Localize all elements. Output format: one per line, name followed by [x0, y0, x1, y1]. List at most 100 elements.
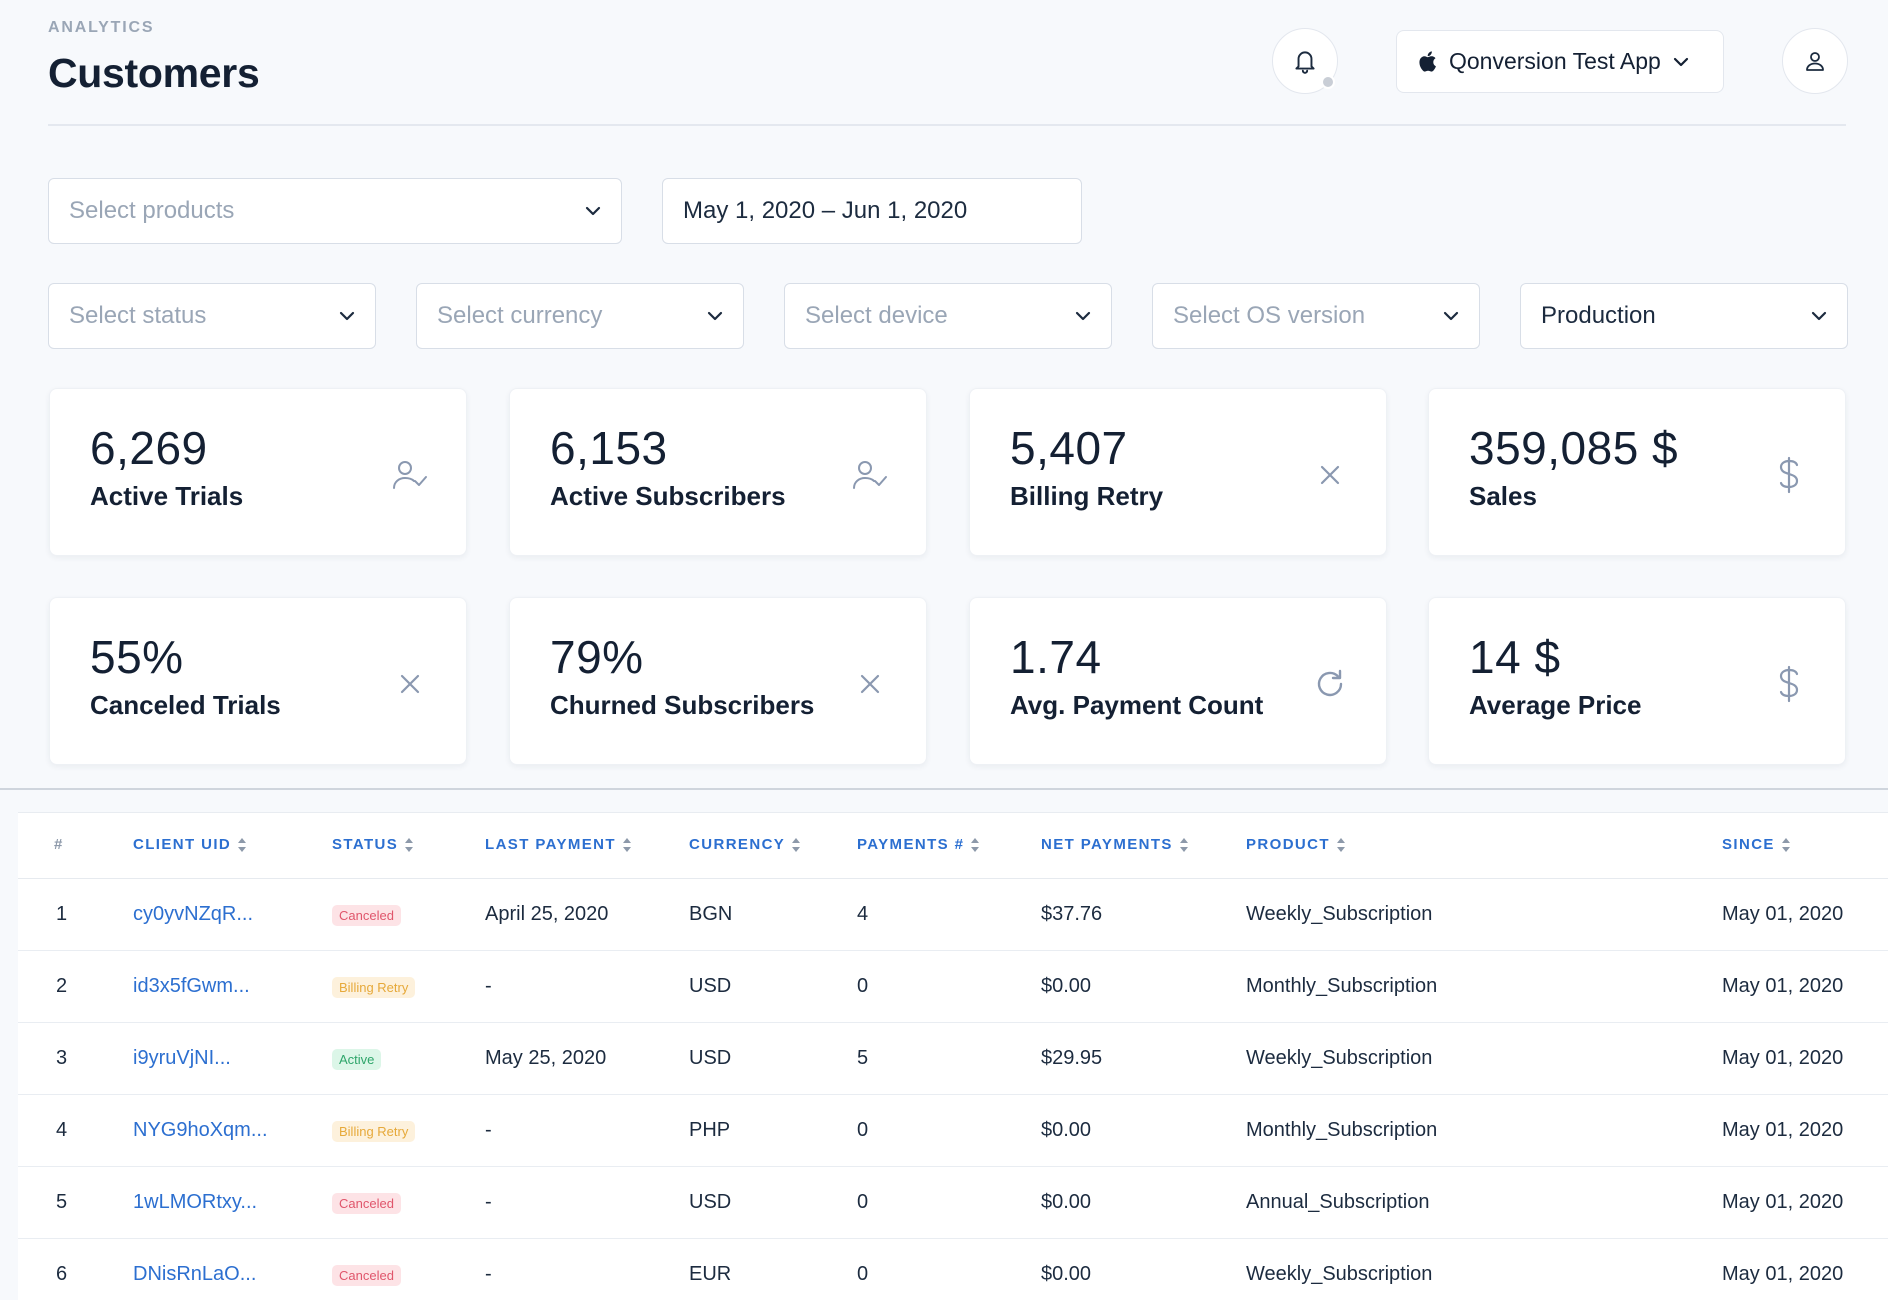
stat-caption: Active Subscribers [550, 481, 786, 511]
date-range-value: May 1, 2020 – Jun 1, 2020 [683, 197, 968, 224]
cell-payments: 4 [857, 903, 869, 925]
status-badge: Canceled [332, 905, 401, 926]
app-selector[interactable]: Qonversion Test App [1396, 30, 1724, 93]
sort-icon [404, 837, 414, 853]
column-net-payments[interactable]: NET PAYMENTS [1041, 836, 1189, 853]
cell-product: Monthly_Subscription [1246, 975, 1438, 997]
cell-client-uid[interactable]: DNisRnLaO... [133, 1263, 257, 1285]
stat-card-churned-subscribers: 79% Churned Subscribers [509, 597, 927, 765]
stat-caption: Active Trials [90, 481, 244, 511]
column-since[interactable]: SINCE [1722, 836, 1791, 853]
cell-number: 4 [56, 1119, 68, 1141]
notification-dot [1321, 75, 1335, 89]
column-client-uid[interactable]: CLIENT UID [133, 836, 247, 853]
table-row[interactable]: 4 NYG9hoXqm... Billing Retry - PHP 0 $0.… [18, 1095, 1888, 1167]
cell-since: May 01, 2020 [1722, 1191, 1844, 1213]
cell-net-payments: $0.00 [1041, 975, 1092, 997]
stat-card-active-subscribers: 6,153 Active Subscribers [509, 388, 927, 556]
chevron-down-icon [1075, 311, 1091, 321]
page-header: ANALYTICS Customers Qonversion Test App [48, 0, 1848, 126]
cell-client-uid[interactable]: NYG9hoXqm... [133, 1119, 268, 1141]
cell-net-payments: $29.95 [1041, 1047, 1103, 1069]
sort-icon [791, 837, 801, 853]
stat-value: 55% [90, 631, 184, 683]
cell-currency: BGN [689, 903, 733, 925]
section-divider [0, 788, 1888, 790]
currency-placeholder: Select currency [437, 302, 603, 329]
column-last-payment[interactable]: LAST PAYMENT [485, 836, 632, 853]
table-row[interactable]: 3 i9yruVjNI... Active May 25, 2020 USD 5… [18, 1023, 1888, 1095]
table-row[interactable]: 2 id3x5fGwm... Billing Retry - USD 0 $0.… [18, 951, 1888, 1023]
user-check-icon [390, 455, 430, 495]
chevron-down-icon [1443, 311, 1459, 321]
date-range-picker[interactable]: May 1, 2020 – Jun 1, 2020 [662, 178, 1082, 244]
user-icon [1804, 50, 1826, 72]
os-version-select[interactable]: Select OS version [1152, 283, 1480, 349]
cell-since: May 01, 2020 [1722, 903, 1844, 925]
environment-value: Production [1541, 302, 1656, 329]
stat-card-avg-payment-count: 1.74 Avg. Payment Count [969, 597, 1387, 765]
stat-value: 6,153 [550, 422, 668, 474]
sort-icon [1179, 837, 1189, 853]
status-badge: Active [332, 1049, 382, 1070]
products-select[interactable]: Select products [48, 178, 622, 244]
cell-number: 1 [56, 903, 68, 925]
cell-client-uid[interactable]: cy0yvNZqR... [133, 903, 254, 925]
status-placeholder: Select status [69, 302, 207, 329]
sort-icon [1781, 837, 1791, 853]
notifications-button[interactable] [1272, 28, 1338, 94]
stat-card-canceled-trials: 55% Canceled Trials [49, 597, 467, 765]
status-badge: Canceled [332, 1265, 401, 1286]
column-status[interactable]: STATUS [332, 836, 414, 853]
environment-select[interactable]: Production [1520, 283, 1848, 349]
cell-last-payment: April 25, 2020 [485, 903, 609, 925]
user-menu-button[interactable] [1782, 28, 1848, 94]
cell-client-uid[interactable]: id3x5fGwm... [133, 975, 250, 997]
cell-since: May 01, 2020 [1722, 1263, 1844, 1285]
table-row[interactable]: 6 DNisRnLaO... Canceled - EUR 0 $0.00 We… [18, 1239, 1888, 1300]
cell-currency: USD [689, 1047, 732, 1069]
dollar-icon [1769, 455, 1809, 495]
cell-payments: 0 [857, 1119, 869, 1141]
column-payments[interactable]: PAYMENTS # [857, 836, 980, 853]
stat-value: 5,407 [1010, 422, 1128, 474]
cell-client-uid[interactable]: 1wLMORtxy... [133, 1191, 258, 1213]
page-title: Customers [48, 50, 260, 96]
chevron-down-icon [585, 206, 601, 216]
device-select[interactable]: Select device [784, 283, 1112, 349]
column-label: LAST PAYMENT [485, 836, 616, 853]
status-select[interactable]: Select status [48, 283, 376, 349]
device-placeholder: Select device [805, 302, 948, 329]
chevron-down-icon [1811, 311, 1827, 321]
sort-icon [237, 837, 247, 853]
sort-icon [1336, 837, 1346, 853]
close-icon [1310, 455, 1350, 495]
currency-select[interactable]: Select currency [416, 283, 744, 349]
cell-client-uid[interactable]: i9yruVjNI... [133, 1047, 231, 1069]
dollar-icon [1769, 664, 1809, 704]
stat-value: 359,085 $ [1469, 422, 1679, 474]
table-row[interactable]: 5 1wLMORtxy... Canceled - USD 0 $0.00 An… [18, 1167, 1888, 1239]
cell-last-payment: - [485, 1191, 492, 1213]
stat-card-active-trials: 6,269 Active Trials [49, 388, 467, 556]
table-row[interactable]: 1 cy0yvNZqR... Canceled April 25, 2020 B… [18, 879, 1888, 951]
column-currency[interactable]: CURRENCY [689, 836, 801, 853]
cell-product: Annual_Subscription [1246, 1191, 1430, 1213]
cell-net-payments: $0.00 [1041, 1191, 1092, 1213]
cell-since: May 01, 2020 [1722, 1119, 1844, 1141]
cell-number: 2 [56, 975, 68, 997]
stat-caption: Average Price [1469, 690, 1642, 720]
stat-caption: Sales [1469, 481, 1537, 511]
app-name: Qonversion Test App [1449, 48, 1661, 74]
stat-card-average-price: 14 $ Average Price [1428, 597, 1846, 765]
column-product[interactable]: PRODUCT [1246, 836, 1346, 853]
close-icon [850, 664, 890, 704]
refresh-icon [1310, 664, 1350, 704]
status-badge: Billing Retry [332, 1121, 416, 1142]
cell-payments: 0 [857, 975, 869, 997]
column-label: SINCE [1722, 836, 1775, 853]
column-label: PAYMENTS # [857, 836, 965, 853]
bell-icon [1292, 47, 1318, 75]
apple-icon [1417, 50, 1437, 73]
customers-table: # CLIENT UID STATUS LAST PAYMENT CURRENC… [18, 812, 1888, 1300]
